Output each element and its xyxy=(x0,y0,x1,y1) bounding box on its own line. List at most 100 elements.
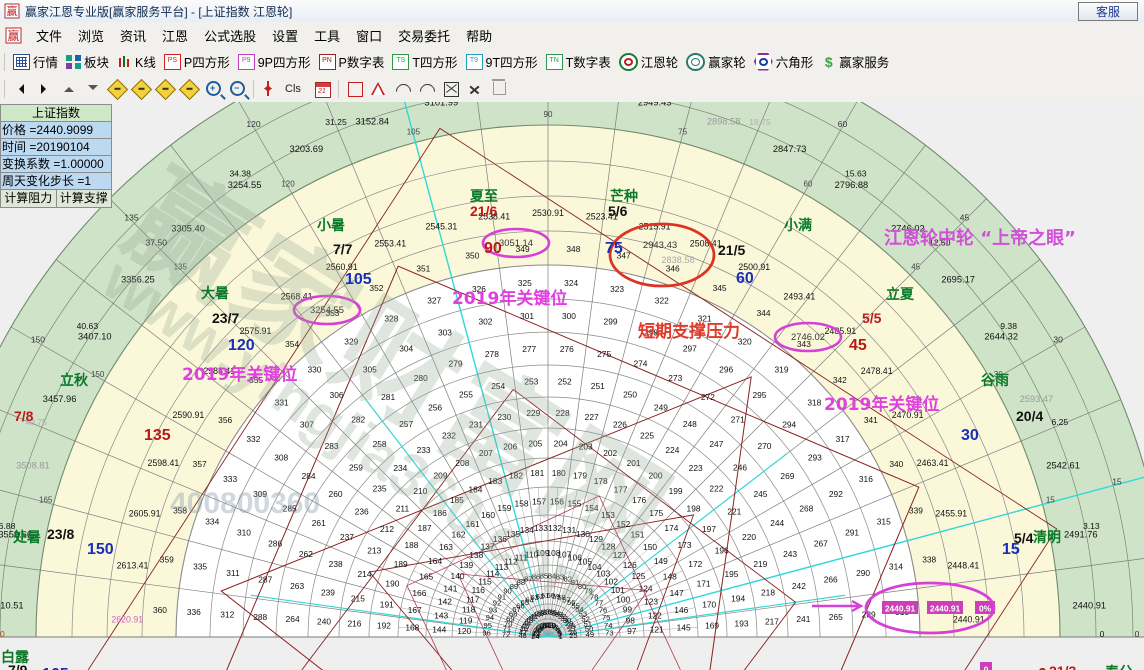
spiral-number-label: 103 xyxy=(596,569,610,579)
winner-wheel-icon xyxy=(686,52,706,71)
cross-tool-icon[interactable] xyxy=(464,78,486,100)
spiral-number-label: 20 xyxy=(533,626,541,635)
toolbar-button-sector[interactable]: 板块 xyxy=(62,51,113,73)
spiral-number-label: 322 xyxy=(655,296,669,306)
cursor-down-icon[interactable] xyxy=(82,78,104,100)
toolbar-button-quotes[interactable]: 行情 xyxy=(9,51,62,73)
spiral-number-label: 308 xyxy=(274,453,288,463)
arc-left-tool-icon[interactable] xyxy=(392,78,415,102)
rectangle-tool-icon[interactable] xyxy=(344,78,366,100)
spiral-number-label: 138 xyxy=(469,550,483,560)
support-price-label: 2560.91 xyxy=(326,262,358,272)
menu-item-browse[interactable]: 浏览 xyxy=(78,28,105,44)
key-price-3254-circle xyxy=(292,294,362,326)
toolbar-button-t-numbers[interactable]: TN T数字表 xyxy=(542,51,615,73)
toolbar-button-winner-service[interactable]: $ 赢家服务 xyxy=(817,51,893,73)
calc-support-button[interactable]: 计算支撑 xyxy=(56,190,111,207)
spiral-number-label: 270 xyxy=(757,441,771,451)
calc-resistance-button[interactable]: 计算阻力 xyxy=(1,190,57,207)
menu-item-settings[interactable]: 设置 xyxy=(272,28,299,44)
key-price-2746-circle xyxy=(773,321,843,353)
diamond-right-icon[interactable] xyxy=(130,78,153,100)
diamond-both-icon[interactable] xyxy=(154,78,177,100)
spiral-number-label: 43 xyxy=(525,616,533,625)
spiral-number-label: 31 xyxy=(561,614,569,623)
menu-item-news[interactable]: 资讯 xyxy=(120,28,147,44)
zoom-out-icon[interactable]: − xyxy=(226,78,250,100)
spiral-number-label: 120 xyxy=(457,626,471,636)
spiral-number-label: 112 xyxy=(504,557,518,567)
spiral-number-label: 39 xyxy=(536,609,544,618)
spiral-number-label: 55 xyxy=(571,601,579,610)
spiral-number-label: 83 xyxy=(556,573,564,582)
spiral-number-label: 155 xyxy=(567,499,581,509)
resistance-price-label: 2949.43 xyxy=(638,102,672,108)
toolbar-button-t-square[interactable]: TS T四方形 xyxy=(388,51,461,73)
toolbar-button-p-square[interactable]: PS P四方形 xyxy=(160,51,234,73)
spiral-number-label: 64 xyxy=(525,595,533,604)
cls-label-icon[interactable]: Cls xyxy=(285,82,301,95)
spiral-number-label: 85 xyxy=(540,572,548,581)
spiral-number-label: 259 xyxy=(349,463,363,473)
key-price-2838: 2838.58 xyxy=(661,255,694,265)
resistance-price-label: 2593.47 xyxy=(1020,394,1054,404)
toolbar-button-hexagon[interactable]: 六角形 xyxy=(750,51,818,73)
spiral-number-label: 91 xyxy=(498,592,506,601)
nav-prev-icon[interactable] xyxy=(10,78,32,100)
arc-right-tool-icon[interactable] xyxy=(416,78,439,102)
spiral-number-label: 62 xyxy=(536,592,544,601)
spiral-number-label: 222 xyxy=(709,484,723,494)
support-price-label: 2508.41 xyxy=(690,239,722,249)
spiral-number-label: 179 xyxy=(573,471,587,481)
toolbar-button-p-numbers[interactable]: PN P数字表 xyxy=(315,51,389,73)
spiral-number-label: 52 xyxy=(581,614,589,623)
triangle-tool-icon[interactable] xyxy=(368,78,390,100)
spiral-number-label: 278 xyxy=(485,349,499,359)
toolbar-button-kline[interactable]: K线 xyxy=(113,51,160,73)
toolbar-button-winner-wheel[interactable]: 赢家轮 xyxy=(682,51,750,73)
customer-service-button[interactable]: 客服 xyxy=(1078,2,1138,21)
spiral-number-label: 235 xyxy=(373,484,387,494)
diamond-small-icon[interactable] xyxy=(178,78,201,100)
vertical-arrow-icon[interactable] xyxy=(259,78,281,100)
resistance-price-label: 2542.61 xyxy=(1046,460,1080,470)
spiral-number-label: 319 xyxy=(775,365,789,375)
spiral-number-label: 264 xyxy=(286,614,300,624)
spiral-number-label: 208 xyxy=(455,458,469,468)
cursor-up-icon[interactable] xyxy=(58,78,80,100)
spiral-number-label: 35 xyxy=(549,608,557,617)
boxed-x-tool-icon[interactable] xyxy=(440,78,462,100)
angle-value-label: 6.25 xyxy=(1051,417,1068,427)
support-price-label: 2538.41 xyxy=(478,211,510,221)
menu-item-trade[interactable]: 交易委托 xyxy=(398,28,451,44)
toolbar-button-9t-square[interactable]: T9 9T四方形 xyxy=(462,51,542,73)
nav-next-icon[interactable] xyxy=(34,78,56,100)
zoom-in-icon[interactable]: + xyxy=(202,78,226,100)
menu-item-window[interactable]: 窗口 xyxy=(356,28,383,44)
toolbar-button-9p-square[interactable]: P9 9P四方形 xyxy=(234,51,315,73)
spiral-number-label: 107 xyxy=(557,550,571,560)
gann-wheel-svg[interactable]: 3610.513559.663508.813457.963407.103356.… xyxy=(0,102,1144,670)
gann-wheel-chart[interactable]: 3610.513559.663508.813457.963407.103356.… xyxy=(0,102,1144,670)
menu-item-help[interactable]: 帮助 xyxy=(466,28,493,44)
spiral-number-label: 44 xyxy=(523,619,531,628)
spiral-number-label: 210 xyxy=(413,486,427,496)
diamond-left-icon[interactable] xyxy=(106,78,129,100)
spiral-number-label: 302 xyxy=(478,317,492,327)
spiral-number-label: 147 xyxy=(670,588,684,598)
menu-item-gann[interactable]: 江恩 xyxy=(162,28,189,44)
menu-item-file[interactable]: 文件 xyxy=(36,28,63,44)
spiral-number-label: 29 xyxy=(565,619,573,628)
toolbar-button-gann-wheel[interactable]: 江恩轮 xyxy=(615,51,683,73)
menu-item-formula[interactable]: 公式选股 xyxy=(204,28,257,44)
menu-item-tools[interactable]: 工具 xyxy=(314,28,341,44)
info-panel[interactable]: 上证指数 价格 =2440.9099 时间 =20190104 变换系数 =1.… xyxy=(0,104,112,208)
spiral-number-label: 123 xyxy=(644,597,658,607)
spiral-number-label: 28 xyxy=(567,622,575,631)
support-price-label: 2455.91 xyxy=(935,508,967,518)
delete-tool-icon[interactable] xyxy=(488,78,510,100)
spiral-number-label: 60 xyxy=(547,591,555,600)
calendar-icon[interactable]: 21 xyxy=(311,78,333,100)
key-price-3254: 3254.55 xyxy=(310,304,344,315)
degree-tick-label: 0 xyxy=(1135,629,1140,639)
